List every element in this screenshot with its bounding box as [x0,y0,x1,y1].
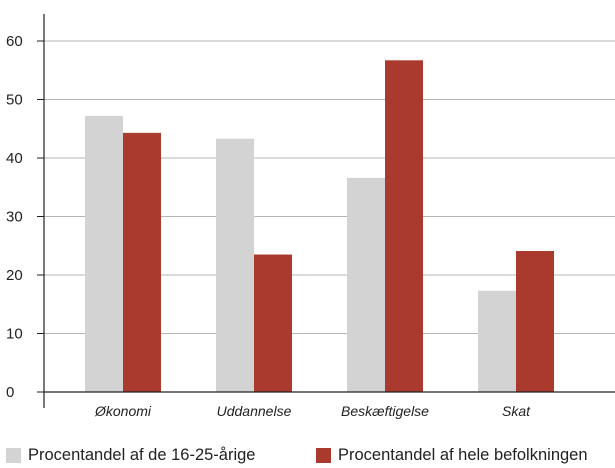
legend-swatch-population [316,448,331,463]
bar-youth [347,177,385,392]
legend: Procentandel af de 16-25-årige Procentan… [0,444,615,468]
legend-swatch-youth [6,448,21,463]
y-tick-label: 20 [6,267,23,284]
bar-population [385,60,423,393]
x-category-label: Økonomi [94,403,152,419]
legend-item-population: Procentandel af hele befolkningen [316,446,588,465]
y-tick-label: 30 [6,209,23,226]
bar-youth [478,290,516,392]
legend-label-population: Procentandel af hele befolkningen [338,446,588,464]
bar-youth [85,115,123,392]
y-tick-label: 0 [6,384,14,401]
legend-item-youth: Procentandel af de 16-25-årige [6,446,256,465]
bar-population [254,254,292,392]
bar-youth [216,138,254,392]
y-tick-label: 50 [6,92,23,109]
x-category-label: Skat [502,403,531,419]
legend-label-youth: Procentandel af de 16-25-årige [28,446,256,464]
bars [85,60,554,393]
x-category-label: Uddannelse [217,403,292,419]
y-tick-label: 60 [6,33,23,50]
x-category-label: Beskæftigelse [341,403,429,419]
bar-population [516,251,554,392]
y-tick-label: 40 [6,150,23,167]
y-tick-label: 10 [6,326,23,343]
bar-chart: 0 10 20 30 40 50 60 Økonomi Uddannelse Beskæftige… [6,14,615,419]
axes: 0 10 20 30 40 50 60 Økonomi Uddannelse Beskæftige… [6,14,615,419]
bar-population [123,132,161,392]
